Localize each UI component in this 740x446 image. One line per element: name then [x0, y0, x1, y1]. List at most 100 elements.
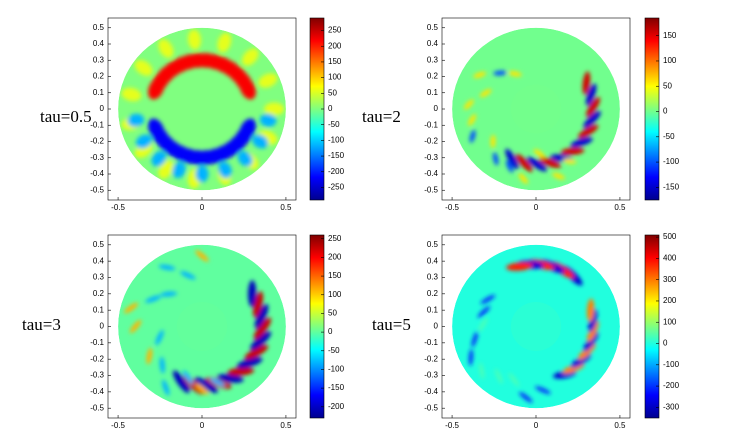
y-tick-label: 0.4	[93, 39, 105, 48]
texture-blob	[218, 161, 232, 179]
texture-blob	[195, 165, 209, 183]
x-tick-label: 0.5	[614, 421, 626, 430]
colorbar-tick-label: -300	[663, 402, 680, 411]
texture-blob	[505, 148, 519, 170]
texture-blob	[519, 391, 533, 403]
y-tick-label: 0.3	[93, 55, 105, 64]
colorbar-tick-label: -50	[328, 346, 340, 355]
texture-blob	[480, 294, 496, 304]
colorbar-tick-label: -50	[328, 120, 340, 129]
y-tick-label: -0.1	[90, 338, 104, 347]
texture-blob	[182, 370, 194, 385]
texture-blob	[586, 298, 595, 322]
texture-blob	[583, 110, 601, 129]
colorbar	[644, 17, 660, 201]
y-tick-label: 0.2	[93, 72, 105, 81]
texture-blob	[134, 60, 153, 76]
colorbar-tick-label: 150	[328, 57, 342, 66]
y-tick-label: 0.1	[427, 305, 439, 314]
texture-blob	[469, 129, 476, 143]
texture-blob	[145, 295, 162, 303]
texture-blob	[250, 331, 272, 351]
texture-blob	[259, 113, 277, 127]
texture-blob	[129, 319, 142, 334]
y-tick-label: 0.1	[427, 88, 439, 97]
texture-blob	[463, 99, 474, 110]
colorbar-tick-label: 250	[328, 234, 342, 243]
texture-blob	[127, 113, 145, 127]
y-tick-label: 0.2	[427, 289, 439, 298]
texture-blob	[552, 172, 565, 180]
colorbar-tick-label: 0	[663, 339, 668, 348]
panel-label: tau=0.5	[40, 107, 92, 126]
colorbar-tick-label: 400	[663, 254, 677, 263]
colorbar-tick-label: -50	[663, 132, 675, 141]
y-tick-label: -0.3	[424, 153, 438, 162]
y-tick-label: -0.1	[424, 120, 438, 129]
y-tick-label: -0.2	[90, 137, 104, 146]
texture-blob	[158, 264, 176, 271]
texture-blob	[162, 379, 170, 396]
y-tick-label: 0	[434, 322, 439, 331]
texture-blob	[533, 149, 545, 158]
y-tick-label: 0.5	[427, 23, 439, 32]
colorbar-tick-label: 100	[663, 317, 677, 326]
colorbar-tick-label: 250	[328, 26, 342, 35]
x-tick-label: 0.5	[280, 421, 292, 430]
x-tick-label: 0	[200, 421, 205, 430]
colorbar-tick-label: -250	[328, 183, 345, 192]
field	[118, 27, 286, 191]
texture-blob	[586, 320, 599, 343]
x-tick-label: -0.5	[445, 203, 459, 212]
texture-blob	[172, 161, 186, 179]
colorbar-tick-label: 50	[328, 309, 337, 318]
texture-blob	[577, 124, 599, 139]
y-tick-label: 0.3	[93, 273, 105, 282]
core	[510, 301, 562, 352]
texture-blob	[588, 309, 598, 333]
texture-blob	[468, 113, 477, 126]
colorbar-tick-label: 0	[328, 104, 333, 113]
y-tick-label: 0.4	[93, 256, 105, 265]
colorbar-tick-label: 300	[663, 275, 677, 284]
y-tick-label: 0.2	[427, 72, 439, 81]
y-tick-label: -0.4	[424, 169, 438, 178]
colorbar-tick-label: 200	[663, 296, 677, 305]
texture-blob	[172, 370, 190, 394]
texture-blob	[570, 137, 593, 148]
texture-blob	[479, 362, 485, 380]
texture-blob	[518, 173, 529, 184]
texture-blob	[468, 349, 473, 366]
texture-blob	[492, 152, 499, 166]
y-tick-label: -0.5	[424, 403, 438, 412]
colorbar-tick-label: 150	[328, 271, 342, 280]
texture-blob	[244, 344, 269, 360]
colorbar-tick-label: -150	[328, 151, 345, 160]
texture-blob	[217, 32, 232, 53]
colorbar-tick-label: -150	[663, 182, 680, 191]
texture-blob	[582, 71, 591, 95]
texture-blob	[560, 147, 585, 156]
y-tick-label: 0.5	[93, 240, 105, 249]
field	[452, 27, 620, 191]
texture-blob	[195, 250, 209, 262]
y-tick-label: 0	[434, 104, 439, 113]
y-tick-label: 0.1	[93, 305, 105, 314]
texture-blob	[187, 29, 202, 50]
texture-blob	[158, 160, 174, 179]
texture-blob	[477, 305, 491, 318]
x-tick-label: 0.5	[280, 203, 292, 212]
texture-blob	[160, 291, 178, 297]
colorbar-tick-label: 100	[328, 73, 342, 82]
core	[176, 84, 228, 134]
texture-blob	[478, 317, 488, 332]
y-tick-label: -0.4	[90, 169, 104, 178]
y-tick-label: -0.5	[90, 185, 104, 194]
x-tick-label: -0.5	[445, 421, 459, 430]
y-tick-label: 0.2	[93, 289, 105, 298]
texture-blob	[471, 331, 478, 348]
texture-blob	[494, 368, 503, 385]
field	[118, 244, 286, 409]
texture-blob	[239, 118, 256, 141]
